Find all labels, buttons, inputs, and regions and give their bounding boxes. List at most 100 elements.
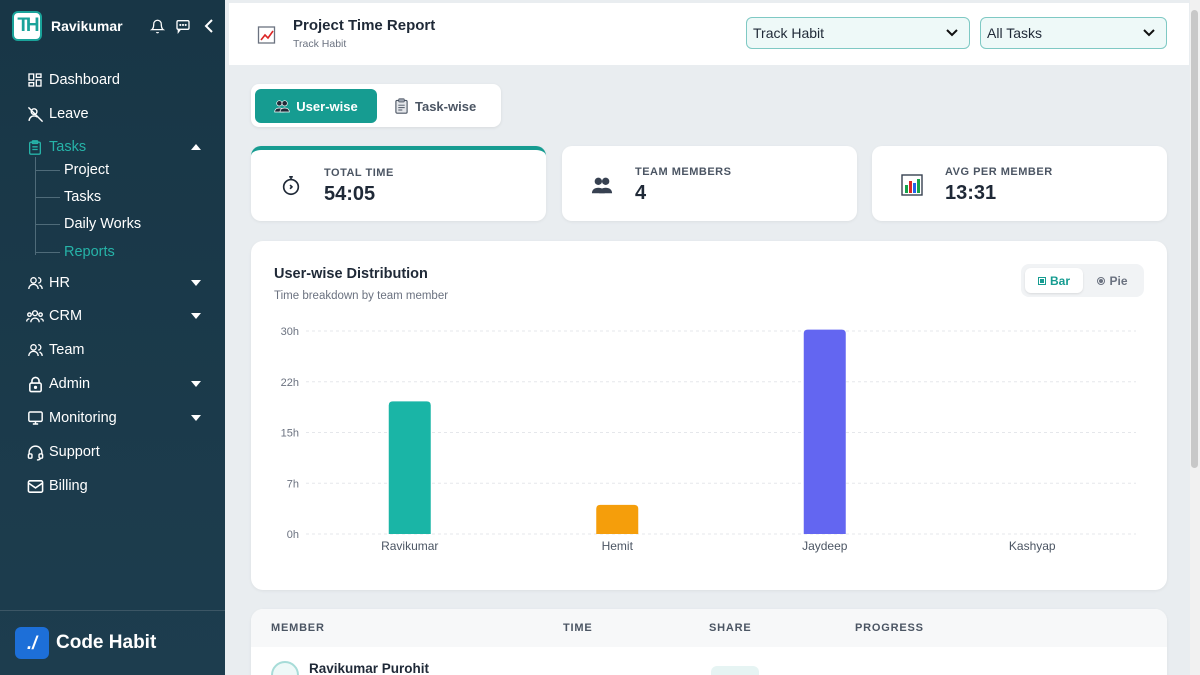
monitor-icon <box>26 409 44 427</box>
dashboard-grid-icon <box>26 71 44 89</box>
chart-title: User-wise Distribution <box>274 266 428 282</box>
stat-label: AVG PER MEMBER <box>945 166 1053 178</box>
submenu-line <box>35 157 36 255</box>
bar-jaydeep[interactable] <box>803 329 846 534</box>
distribution-chart-card: User-wise Distribution Time breakdown by… <box>251 241 1167 590</box>
column-header-time[interactable]: TIME <box>563 622 593 634</box>
bar-square-icon <box>1037 276 1046 285</box>
sidebar: TH Ravikumar Dashboard Leave Tasks Proje… <box>0 0 225 675</box>
sidebar-item-tasks[interactable]: Tasks <box>26 134 201 160</box>
pie-toggle-button[interactable]: Pie <box>1085 268 1140 293</box>
sidebar-item-hr[interactable]: HR <box>26 270 201 296</box>
chevron-down-icon <box>945 26 959 40</box>
sidebar-item-monitoring[interactable]: Monitoring <box>26 405 201 431</box>
x-tick-label: Ravikumar <box>381 539 438 553</box>
sidebar-item-label: Leave <box>49 106 89 122</box>
team-members-icon <box>590 173 614 197</box>
stat-card-avg-per-member: AVG PER MEMBER 13:31 <box>872 146 1167 221</box>
main-content: Project Time Report Track Habit Track Ha… <box>229 3 1189 675</box>
subitem-label: Reports <box>64 244 115 260</box>
sidebar-item-label: Team <box>49 342 85 358</box>
sidebar-item-dashboard[interactable]: Dashboard <box>26 67 201 93</box>
headset-icon <box>26 443 44 461</box>
pie-circle-icon <box>1097 276 1106 285</box>
mail-icon <box>26 477 44 495</box>
page-title: Project Time Report <box>293 17 436 34</box>
project-select[interactable]: Track Habit <box>746 17 970 49</box>
caret-down-icon <box>191 413 201 423</box>
member-table: MEMBER TIME SHARE PROGRESS Ravikumar Pur… <box>251 609 1167 675</box>
stat-card-total-time: TOTAL TIME 54:05 <box>251 146 546 221</box>
share-badge <box>711 666 759 675</box>
y-tick-label: 15h <box>281 428 299 440</box>
clipboard-icon <box>26 138 44 156</box>
sidebar-item-team[interactable]: Team <box>26 337 201 363</box>
user-off-icon <box>26 105 44 123</box>
column-header-member[interactable]: MEMBER <box>271 622 325 634</box>
code-habit-logo: ./ <box>15 627 49 659</box>
y-tick-label: 30h <box>281 326 299 338</box>
sidebar-item-leave[interactable]: Leave <box>26 101 201 127</box>
report-chart-icon <box>257 25 277 45</box>
chat-icon[interactable] <box>175 18 191 34</box>
x-tick-label: Hemit <box>602 539 634 553</box>
stat-value: 4 <box>635 182 647 204</box>
page-subtitle: Track Habit <box>293 38 347 50</box>
users-icon <box>26 341 44 359</box>
y-tick-label: 0h <box>287 529 299 541</box>
username[interactable]: Ravikumar <box>51 18 123 34</box>
app-logo[interactable]: TH <box>12 11 42 41</box>
bar-ravikumar[interactable] <box>388 401 431 534</box>
column-header-progress[interactable]: PROGRESS <box>855 622 924 634</box>
sidebar-item-label: Admin <box>49 376 91 392</box>
column-header-share[interactable]: SHARE <box>709 622 752 634</box>
tab-user-wise[interactable]: User-wise <box>255 89 377 123</box>
chart-subtitle: Time breakdown by team member <box>274 290 449 302</box>
sidebar-item-label: Dashboard <box>49 72 120 88</box>
avatar <box>271 661 299 675</box>
sidebar-item-admin[interactable]: Admin <box>26 371 201 397</box>
sidebar-item-label: Monitoring <box>49 410 117 426</box>
table-header: MEMBER TIME SHARE PROGRESS <box>251 609 1167 647</box>
subitem-label: Daily Works <box>64 216 142 232</box>
bar-chart: 0h 7h 15h 22h 30h Ravikumar Hemit Jaydeep Kashya… <box>281 326 1136 553</box>
stat-value: 13:31 <box>945 182 997 204</box>
subitem-label: Project <box>64 162 110 178</box>
users-icon <box>274 98 290 114</box>
brand-footer: ./ Code Habit <box>0 610 225 675</box>
tab-label: User-wise <box>296 98 358 114</box>
collapse-chevron-icon[interactable] <box>201 18 217 34</box>
x-tick-label: Jaydeep <box>802 539 848 553</box>
stat-card-team-members: TEAM MEMBERS 4 <box>562 146 857 221</box>
bar-toggle-label: Bar <box>1049 273 1070 288</box>
y-tick-label: 7h <box>287 478 299 490</box>
page-header: Project Time Report Track Habit Track Ha… <box>229 3 1189 65</box>
stat-value: 54:05 <box>324 183 376 205</box>
view-tabs: User-wise Task-wise <box>251 84 501 127</box>
sidebar-subitem-daily-works[interactable]: Daily Works <box>36 213 141 235</box>
bar-chart-icon <box>900 173 924 197</box>
sidebar-item-support[interactable]: Support <box>26 439 201 465</box>
users-icon <box>26 274 44 292</box>
subitem-label: Tasks <box>64 189 102 205</box>
stopwatch-icon <box>279 174 303 198</box>
task-select[interactable]: All Tasks <box>980 17 1167 49</box>
sidebar-item-crm[interactable]: CRM <box>26 303 201 329</box>
stat-label: TOTAL TIME <box>324 167 394 179</box>
sidebar-item-billing[interactable]: Billing <box>26 473 201 499</box>
sidebar-subitem-reports[interactable]: Reports <box>36 241 115 263</box>
sidebar-item-label: Billing <box>49 478 88 494</box>
bell-icon[interactable] <box>149 18 165 34</box>
tab-task-wise[interactable]: Task-wise <box>393 89 493 123</box>
clipboard-icon <box>393 98 409 114</box>
scrollbar-thumb[interactable] <box>1191 10 1198 468</box>
team-icon <box>26 307 44 325</box>
sidebar-subitem-tasks[interactable]: Tasks <box>36 186 101 208</box>
task-select-value: All Tasks <box>987 25 1042 41</box>
sidebar-subitem-project[interactable]: Project <box>36 159 109 181</box>
bar-toggle-button[interactable]: Bar <box>1025 268 1083 293</box>
bar-hemit[interactable] <box>596 504 639 534</box>
sidebar-item-label: HR <box>49 275 70 291</box>
brand-name: Code Habit <box>56 632 157 653</box>
sidebar-item-label: Support <box>49 444 100 460</box>
